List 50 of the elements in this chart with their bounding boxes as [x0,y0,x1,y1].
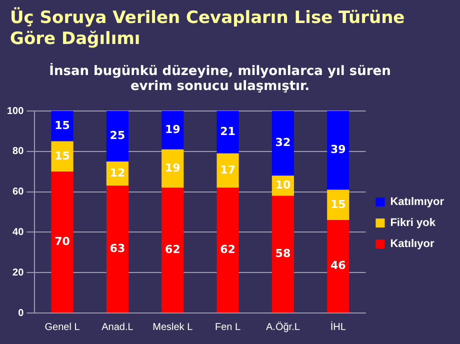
bar [216,111,239,154]
data-label: 63 [110,242,126,255]
bar [106,111,128,162]
data-label: 32 [275,136,291,150]
data-label: 15 [330,198,346,211]
data-label: 46 [330,259,346,272]
x-tick-label: İHL [330,320,346,333]
x-tick-label: Meslek L [152,322,194,333]
bar [106,186,128,312]
x-tick-label: Genel L [44,322,80,333]
bar [272,111,294,176]
bar [51,141,74,172]
data-label: 62 [220,242,236,256]
bar [162,149,184,188]
bar [51,111,74,142]
chart-subtitle: İnsan bugünkü düzeyine, milyonlarca yıl süren evrim sonucu ulaşmıştır. [48,64,392,94]
data-label: 58 [275,247,291,260]
bar [162,111,184,150]
bar [327,220,350,312]
data-label: 25 [110,129,126,142]
data-label: 62 [164,242,180,256]
bar [51,172,74,312]
x-tick-label: A.Öğr.L [266,320,300,333]
y-tick-label: 60 [12,186,24,198]
data-label: 17 [220,163,236,176]
chart-title: Üç Soruya Verilen Cevapların Lise Türüne Göre Dağılımı [10,8,406,50]
data-label: 12 [110,166,126,180]
bar [162,188,184,312]
bar [327,111,350,190]
data-label: 19 [164,161,180,174]
data-label: 15 [54,119,70,132]
x-tick-label: Fen L [214,322,242,333]
y-tick-label: 40 [12,226,24,238]
data-label: 70 [54,234,70,248]
data-label: 10 [275,178,291,192]
x-tick-label: Anad.L [102,322,134,333]
legend-label: Katılıyor [390,238,435,250]
y-tick-label: 80 [12,146,24,158]
y-tick-label: 20 [12,267,24,278]
y-tick-label: 100 [6,106,24,117]
y-tick-label: 0 [18,308,24,319]
data-label: 19 [164,123,180,136]
legend-label: Katılmıyor [390,196,445,208]
bar [216,188,239,312]
data-label: 39 [330,143,346,156]
bar [272,196,294,312]
bar [216,153,239,188]
legend-label: Fikri yok [390,217,436,230]
data-label: 21 [220,125,236,138]
data-label: 15 [54,149,70,162]
